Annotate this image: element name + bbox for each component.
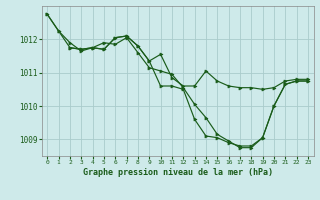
X-axis label: Graphe pression niveau de la mer (hPa): Graphe pression niveau de la mer (hPa) (83, 168, 273, 177)
